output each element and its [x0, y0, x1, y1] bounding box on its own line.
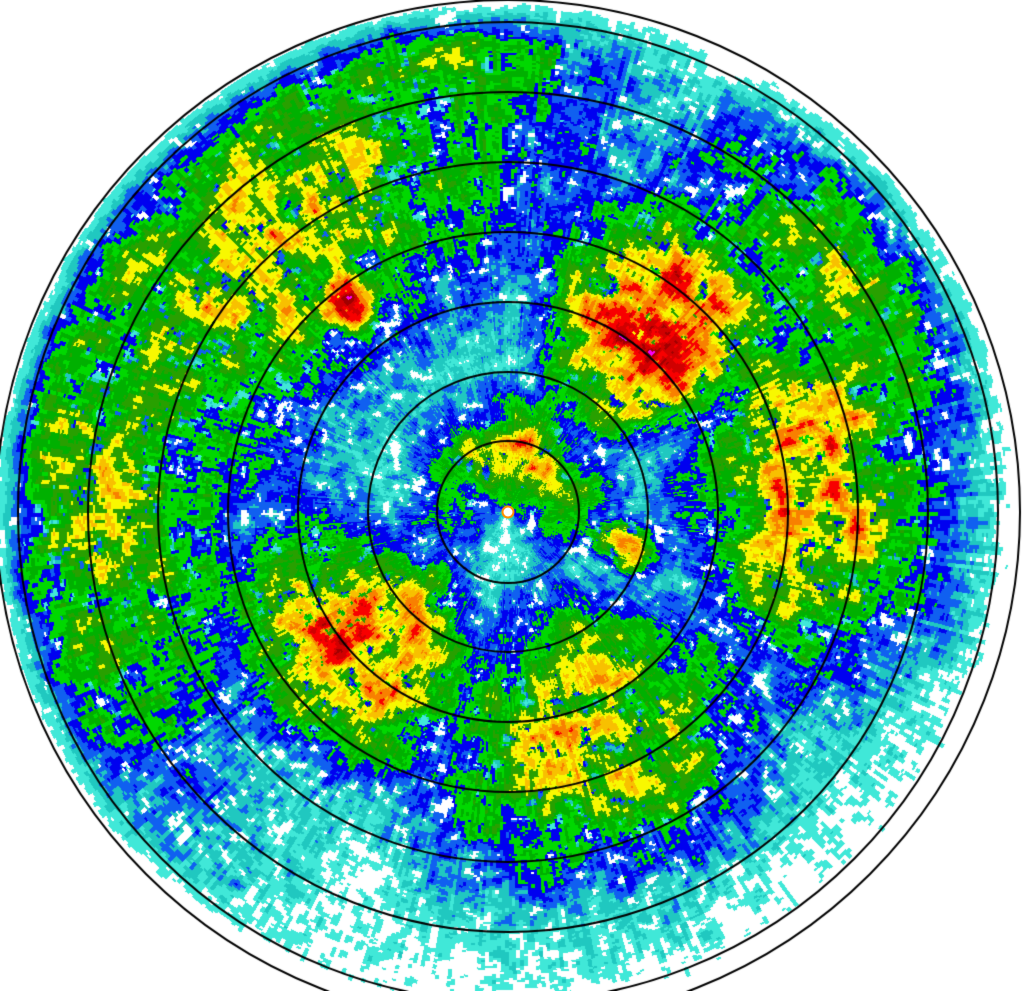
- radar-site-marker: [503, 507, 513, 517]
